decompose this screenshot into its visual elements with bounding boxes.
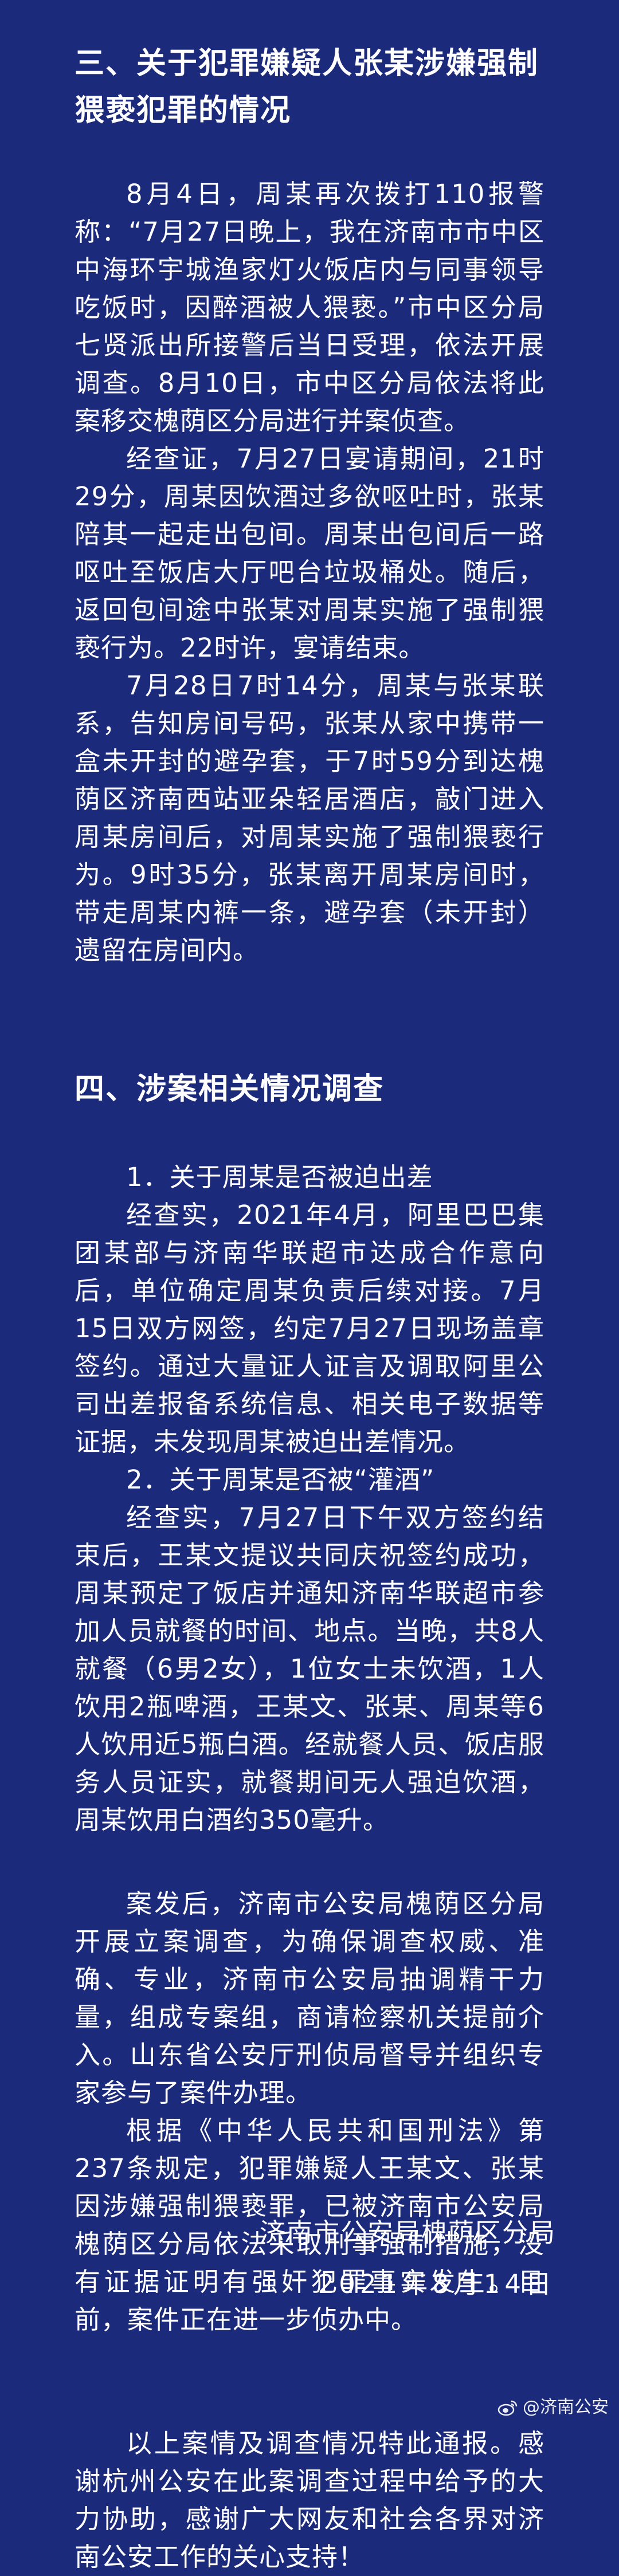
notice-section: 以上案情及调查情况特此通报。感谢杭州公安在此案调查过程中给予的大力协助，感谢广大…: [75, 2425, 544, 2576]
section-three-paragraph-3: 7月28日7时14分，周某与张某联系，告知房间号码，张某从家中携带一盒未开封的避…: [75, 667, 544, 969]
section-three-paragraph-2: 经查证，7月27日宴请期间，21时29分，周某因饮酒过多欲呕吐时，张某陪其一起走…: [75, 440, 544, 667]
subsection-1-title: 1．关于周某是否被迫出差: [75, 1159, 544, 1196]
weibo-watermark: @济南公安: [497, 2396, 609, 2419]
section-four-body: 1．关于周某是否被迫出差 经查实，2021年4月，阿里巴巴集团某部与济南华联超市…: [75, 1159, 544, 1839]
section-three-body: 8月4日，周某再次拨打110报警称：“7月27日晚上，我在济南市市中区中海环宇城…: [75, 175, 544, 969]
bulletin-page: 三、关于犯罪嫌疑人张某涉嫌强制猥亵犯罪的情况 8月4日，周某再次拨打110报警称…: [0, 0, 619, 2427]
notice-paragraph: 以上案情及调查情况特此通报。感谢杭州公安在此案调查过程中给予的大力协助，感谢广大…: [75, 2425, 544, 2576]
section-three: 三、关于犯罪嫌疑人张某涉嫌强制猥亵犯罪的情况 8月4日，周某再次拨打110报警称…: [75, 40, 544, 969]
signature-date: 2021年8月14日: [318, 2264, 556, 2304]
weibo-icon: [497, 2399, 518, 2416]
section-three-paragraph-1: 8月4日，周某再次拨打110报警称：“7月27日晚上，我在济南市市中区中海环宇城…: [75, 175, 544, 440]
section-four-heading: 四、涉案相关情况调查: [75, 1066, 544, 1113]
signature-organization: 济南市公安局槐荫区分局: [260, 2213, 556, 2253]
closing-paragraph-1: 案发后，济南市公安局槐荫区分局开展立案调查，为确保调查权威、准确、专业，济南市公…: [75, 1885, 544, 2112]
section-four: 四、涉案相关情况调查 1．关于周某是否被迫出差 经查实，2021年4月，阿里巴巴…: [75, 1066, 544, 1839]
subsection-1-body: 经查实，2021年4月，阿里巴巴集团某部与济南华联超市达成合作意向后，单位确定周…: [75, 1196, 544, 1461]
subsection-2-title: 2．关于周某是否被“灌酒”: [75, 1461, 544, 1499]
section-three-heading: 三、关于犯罪嫌疑人张某涉嫌强制猥亵犯罪的情况: [75, 40, 544, 134]
watermark-text: @济南公安: [523, 2396, 609, 2419]
subsection-2-body: 经查实，7月27日下午双方签约结束后，王某文提议共同庆祝签约成功，周某预定了饭店…: [75, 1499, 544, 1839]
